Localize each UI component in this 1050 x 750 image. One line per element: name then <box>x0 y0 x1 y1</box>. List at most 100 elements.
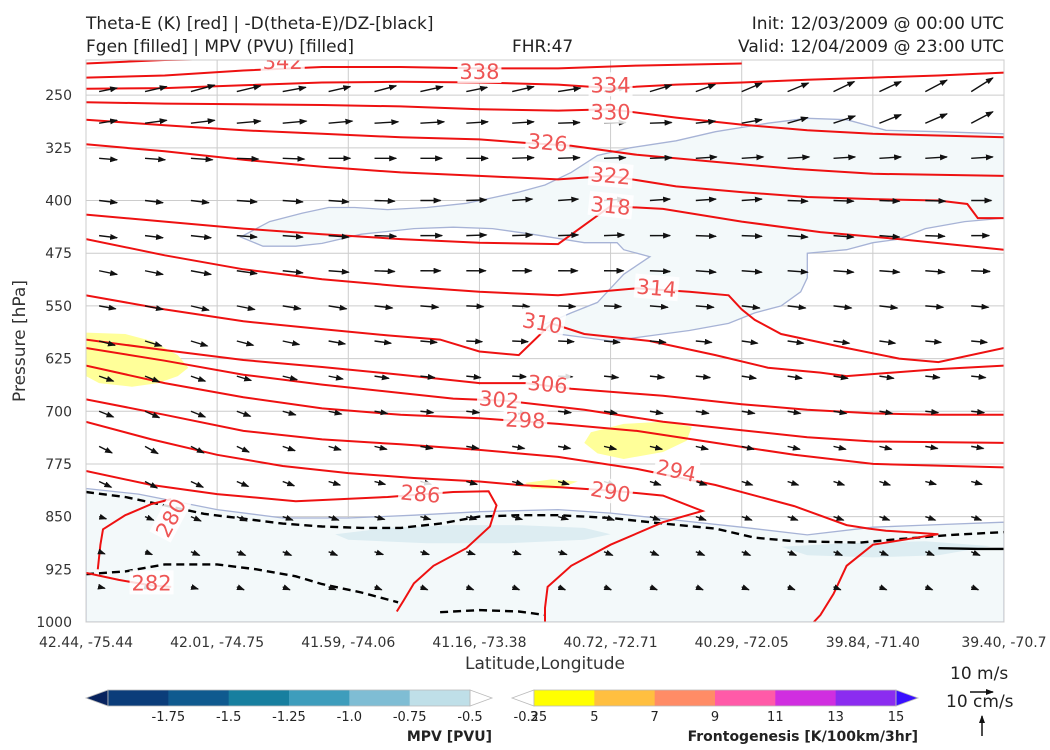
wind-vector <box>603 373 620 380</box>
wind-vector <box>420 338 438 345</box>
contour-label-background <box>502 406 548 433</box>
wind-vector <box>144 514 155 521</box>
wind-vector <box>924 584 934 591</box>
theta-e-contour-label: 338 <box>459 60 499 84</box>
wind-vector <box>695 338 713 345</box>
wind-vector <box>282 198 304 205</box>
wind-vector <box>970 515 983 521</box>
wind-vector <box>879 480 892 486</box>
wind-vector <box>558 232 580 239</box>
x-axis-title: Latitude,Longitude <box>465 654 625 674</box>
colorbar-tick-label: 5 <box>590 710 598 725</box>
wind-vector <box>282 584 291 591</box>
wind-vector <box>374 84 398 93</box>
wind-vector <box>98 480 113 488</box>
wind-vector <box>971 479 983 486</box>
colorbar-tick-label: -1.0 <box>337 710 362 725</box>
y-tick-label: 475 <box>45 246 72 262</box>
wind-vector <box>98 445 113 454</box>
y-tick-label: 925 <box>45 562 72 578</box>
wind-vector <box>741 549 752 557</box>
wind-vector <box>787 154 811 161</box>
colorbar-tick-label: -0.5 <box>457 710 482 725</box>
wind-vector <box>970 584 980 591</box>
wind-vector <box>833 197 855 204</box>
wind-vector <box>466 479 479 486</box>
wind-vector <box>603 303 623 310</box>
wind-vector <box>925 373 941 380</box>
wind-vector <box>879 304 899 311</box>
wind-vector <box>190 118 216 125</box>
wind-vector <box>190 410 207 418</box>
x-tick-label: 41.16, -73.38 <box>432 635 526 651</box>
wind-vector <box>558 303 577 310</box>
wind-vector <box>925 113 948 124</box>
wind-vector <box>374 197 396 204</box>
theta-e-contour-label: 318 <box>589 192 631 220</box>
wind-vector <box>787 515 799 521</box>
wind-vector <box>328 198 350 205</box>
wind-vector <box>695 373 712 380</box>
wind-vector <box>190 445 205 454</box>
wind-vector <box>144 198 164 205</box>
colorbar-tick-label: 11 <box>767 710 784 725</box>
wind-vector <box>374 233 398 240</box>
wind-vector <box>190 305 210 312</box>
wind-vector <box>420 303 440 310</box>
contour-label-background <box>524 128 571 156</box>
wind-vector <box>282 304 302 311</box>
wind-vector <box>465 584 475 591</box>
wind-vectors <box>97 77 994 591</box>
wind-vector <box>603 154 627 161</box>
dthetae-dz-contour <box>938 547 1004 551</box>
wind-vector <box>282 410 297 416</box>
colorbar-segment <box>349 690 411 706</box>
wind-vector <box>970 111 994 124</box>
wind-vector <box>374 409 389 416</box>
wind-vector <box>144 340 163 347</box>
wind-vector <box>695 444 710 451</box>
wind-vector <box>787 480 800 486</box>
wind-vector <box>558 154 581 161</box>
title-line-2: Fgen [filled] | MPV (PVU) [filled] <box>86 37 355 57</box>
y-tick-label: 700 <box>45 404 72 420</box>
contour-label-background <box>633 273 680 302</box>
theta-e-contour <box>86 420 706 622</box>
wind-vector <box>557 549 568 556</box>
wind-vector <box>879 549 890 557</box>
wind-vector <box>833 409 848 416</box>
wind-vector <box>328 374 344 381</box>
wind-vector <box>649 154 673 161</box>
wind-vector <box>879 409 894 416</box>
wind-vector <box>971 338 989 345</box>
x-tick-label: 40.29, -72.05 <box>695 635 789 651</box>
wind-vector <box>695 233 717 240</box>
wind-vector <box>558 196 580 203</box>
wind-vector <box>466 232 488 239</box>
wind-vector <box>466 408 481 415</box>
wind-vector <box>741 444 755 451</box>
wind-vector <box>925 197 947 204</box>
wind-vector <box>236 410 252 417</box>
wind-vector <box>236 549 247 557</box>
wind-vector <box>833 304 853 311</box>
wind-vector <box>695 303 715 310</box>
wind-vector <box>833 115 857 124</box>
wind-vector <box>144 549 154 556</box>
colorbar-segment <box>409 690 471 706</box>
colorbar-segment <box>108 690 169 706</box>
colorbar-segment <box>715 690 776 706</box>
wind-vector <box>374 339 393 346</box>
wind-vector <box>649 196 672 203</box>
init-time: Init: 12/03/2009 @ 00:00 UTC <box>751 14 1004 34</box>
wind-vector <box>99 198 119 205</box>
reference-vector-key <box>970 689 994 736</box>
wind-vector <box>558 408 573 415</box>
wind-vector <box>787 197 809 204</box>
wind-vector <box>282 549 293 557</box>
wind-vector <box>833 268 855 275</box>
wind-vector <box>649 515 661 521</box>
mpv-colorbar-title: MPV [PVU] <box>407 729 492 745</box>
wind-vector <box>924 79 948 93</box>
wind-vector <box>190 584 200 590</box>
